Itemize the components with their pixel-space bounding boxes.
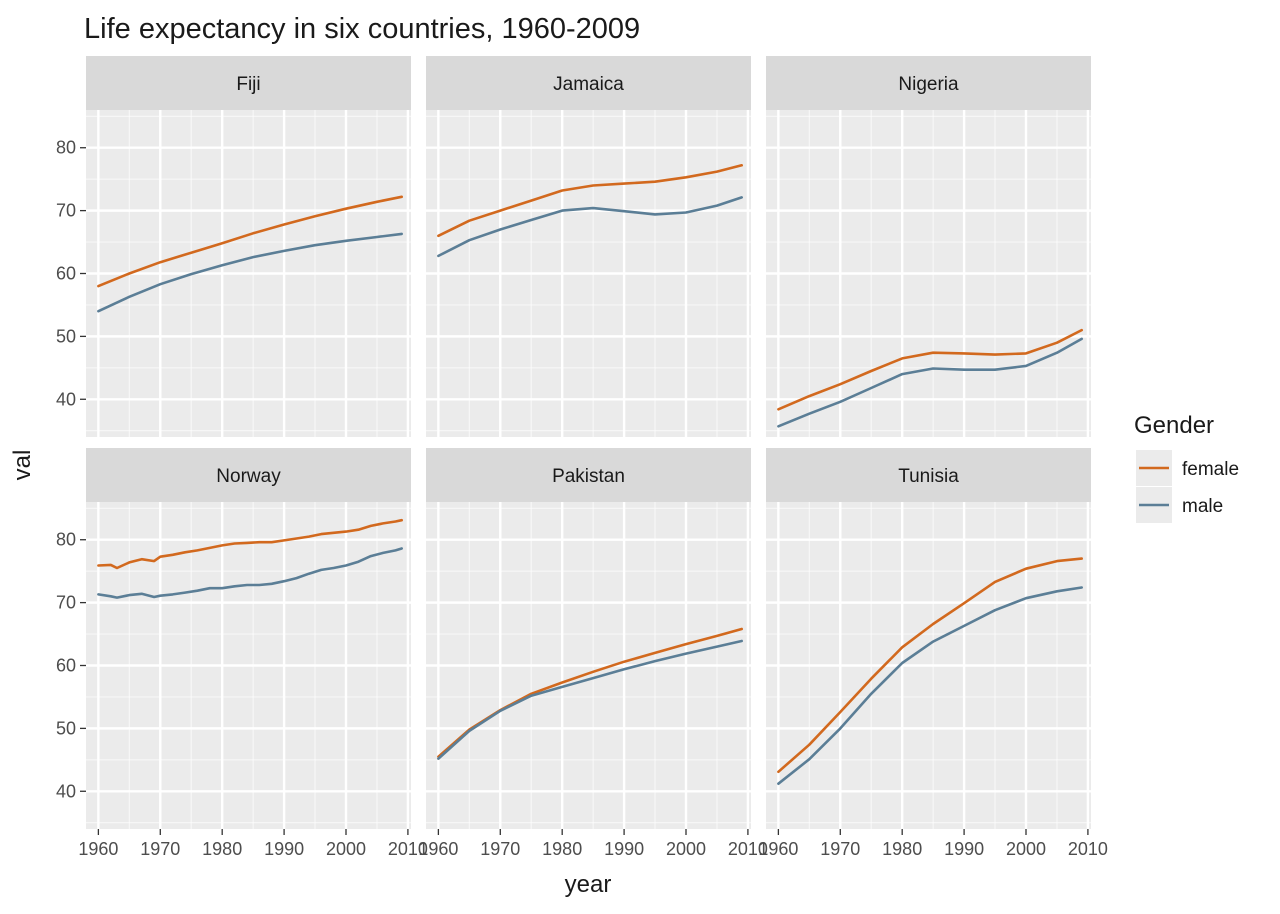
x-tick-label: 2000 — [666, 839, 706, 859]
series-line-male — [777, 586, 1083, 786]
chart-title: Life expectancy in six countries, 1960-2… — [84, 13, 640, 45]
legend-label-male: male — [1182, 496, 1223, 517]
facet-strip — [426, 448, 751, 502]
legend-title: Gender — [1134, 412, 1214, 439]
y-tick-label: 50 — [56, 718, 76, 738]
series-line-female — [97, 518, 404, 570]
series-line-female — [777, 557, 1083, 774]
series-line-male — [437, 639, 744, 760]
x-tick-label: 1970 — [140, 839, 180, 859]
y-tick-label: 80 — [56, 530, 76, 550]
x-tick-label: 2000 — [326, 839, 366, 859]
y-tick-label: 60 — [56, 656, 76, 676]
facet-strip-label: Pakistan — [552, 466, 625, 487]
x-tick-label: 2010 — [1068, 839, 1108, 859]
series-line-female — [777, 328, 1083, 411]
y-tick-label: 60 — [56, 264, 76, 284]
y-tick-label: 50 — [56, 326, 76, 346]
x-tick-label: 1960 — [758, 839, 798, 859]
x-tick-label: 1970 — [480, 839, 520, 859]
y-tick-label: 70 — [56, 593, 76, 613]
x-tick-label: 2010 — [728, 839, 768, 859]
x-tick-label: 2000 — [1006, 839, 1046, 859]
x-tick-label: 1990 — [264, 839, 304, 859]
facet-strip-label: Tunisia — [898, 466, 959, 487]
x-tick-label: 1960 — [418, 839, 458, 859]
x-tick-label: 1960 — [78, 839, 118, 859]
facet-strip — [86, 448, 411, 502]
panel-pakistan: Pakistan 1960 1970 1980 1990 2000 2010 — [418, 448, 768, 859]
facet-strip-label: Nigeria — [898, 74, 959, 95]
y-tick-label: 70 — [56, 201, 76, 221]
x-tick-label: 1970 — [820, 839, 860, 859]
panel-norway: Norway 40 50 60 70 80 1960 1970 1980 1990 2000 2010 — [56, 448, 428, 859]
series-line-female — [437, 164, 744, 238]
facet-strip-label: Jamaica — [553, 74, 624, 95]
y-axis-title: val — [9, 450, 36, 481]
series-line-female — [97, 195, 404, 288]
x-axis-title: year — [565, 871, 612, 898]
series-line-male — [777, 337, 1083, 428]
series-line-male — [97, 547, 404, 599]
y-tick-label: 40 — [56, 389, 76, 409]
x-tick-label: 1990 — [944, 839, 984, 859]
facet-strip — [86, 56, 411, 110]
panel-tunisia: Tunisia 1960 1970 1980 1990 2000 2010 — [758, 448, 1108, 859]
x-tick-label: 2010 — [388, 839, 428, 859]
y-tick-label: 80 — [56, 138, 76, 158]
x-tick-label: 1990 — [604, 839, 644, 859]
facet-strip-label: Norway — [216, 466, 281, 487]
x-tick-label: 1980 — [882, 839, 922, 859]
panel-jamaica: Jamaica — [426, 56, 751, 437]
facet-strip — [426, 56, 751, 110]
panel-nigeria: Nigeria — [766, 56, 1091, 437]
panels-layer: Fiji 40 50 60 70 80 Jamaica Nigeria Norway 40 50 60… — [56, 56, 1108, 859]
y-tick-label: 40 — [56, 781, 76, 801]
facet-strip — [766, 448, 1091, 502]
facet-strip-label: Fiji — [236, 74, 260, 95]
panel-fiji: Fiji 40 50 60 70 80 — [56, 56, 411, 437]
series-line-male — [437, 196, 744, 258]
facet-strip — [766, 56, 1091, 110]
legend-label-female: female — [1182, 459, 1239, 480]
legend: Gender female male — [1134, 412, 1239, 523]
series-line-male — [97, 232, 404, 313]
x-tick-label: 1980 — [202, 839, 242, 859]
x-tick-label: 1980 — [542, 839, 582, 859]
